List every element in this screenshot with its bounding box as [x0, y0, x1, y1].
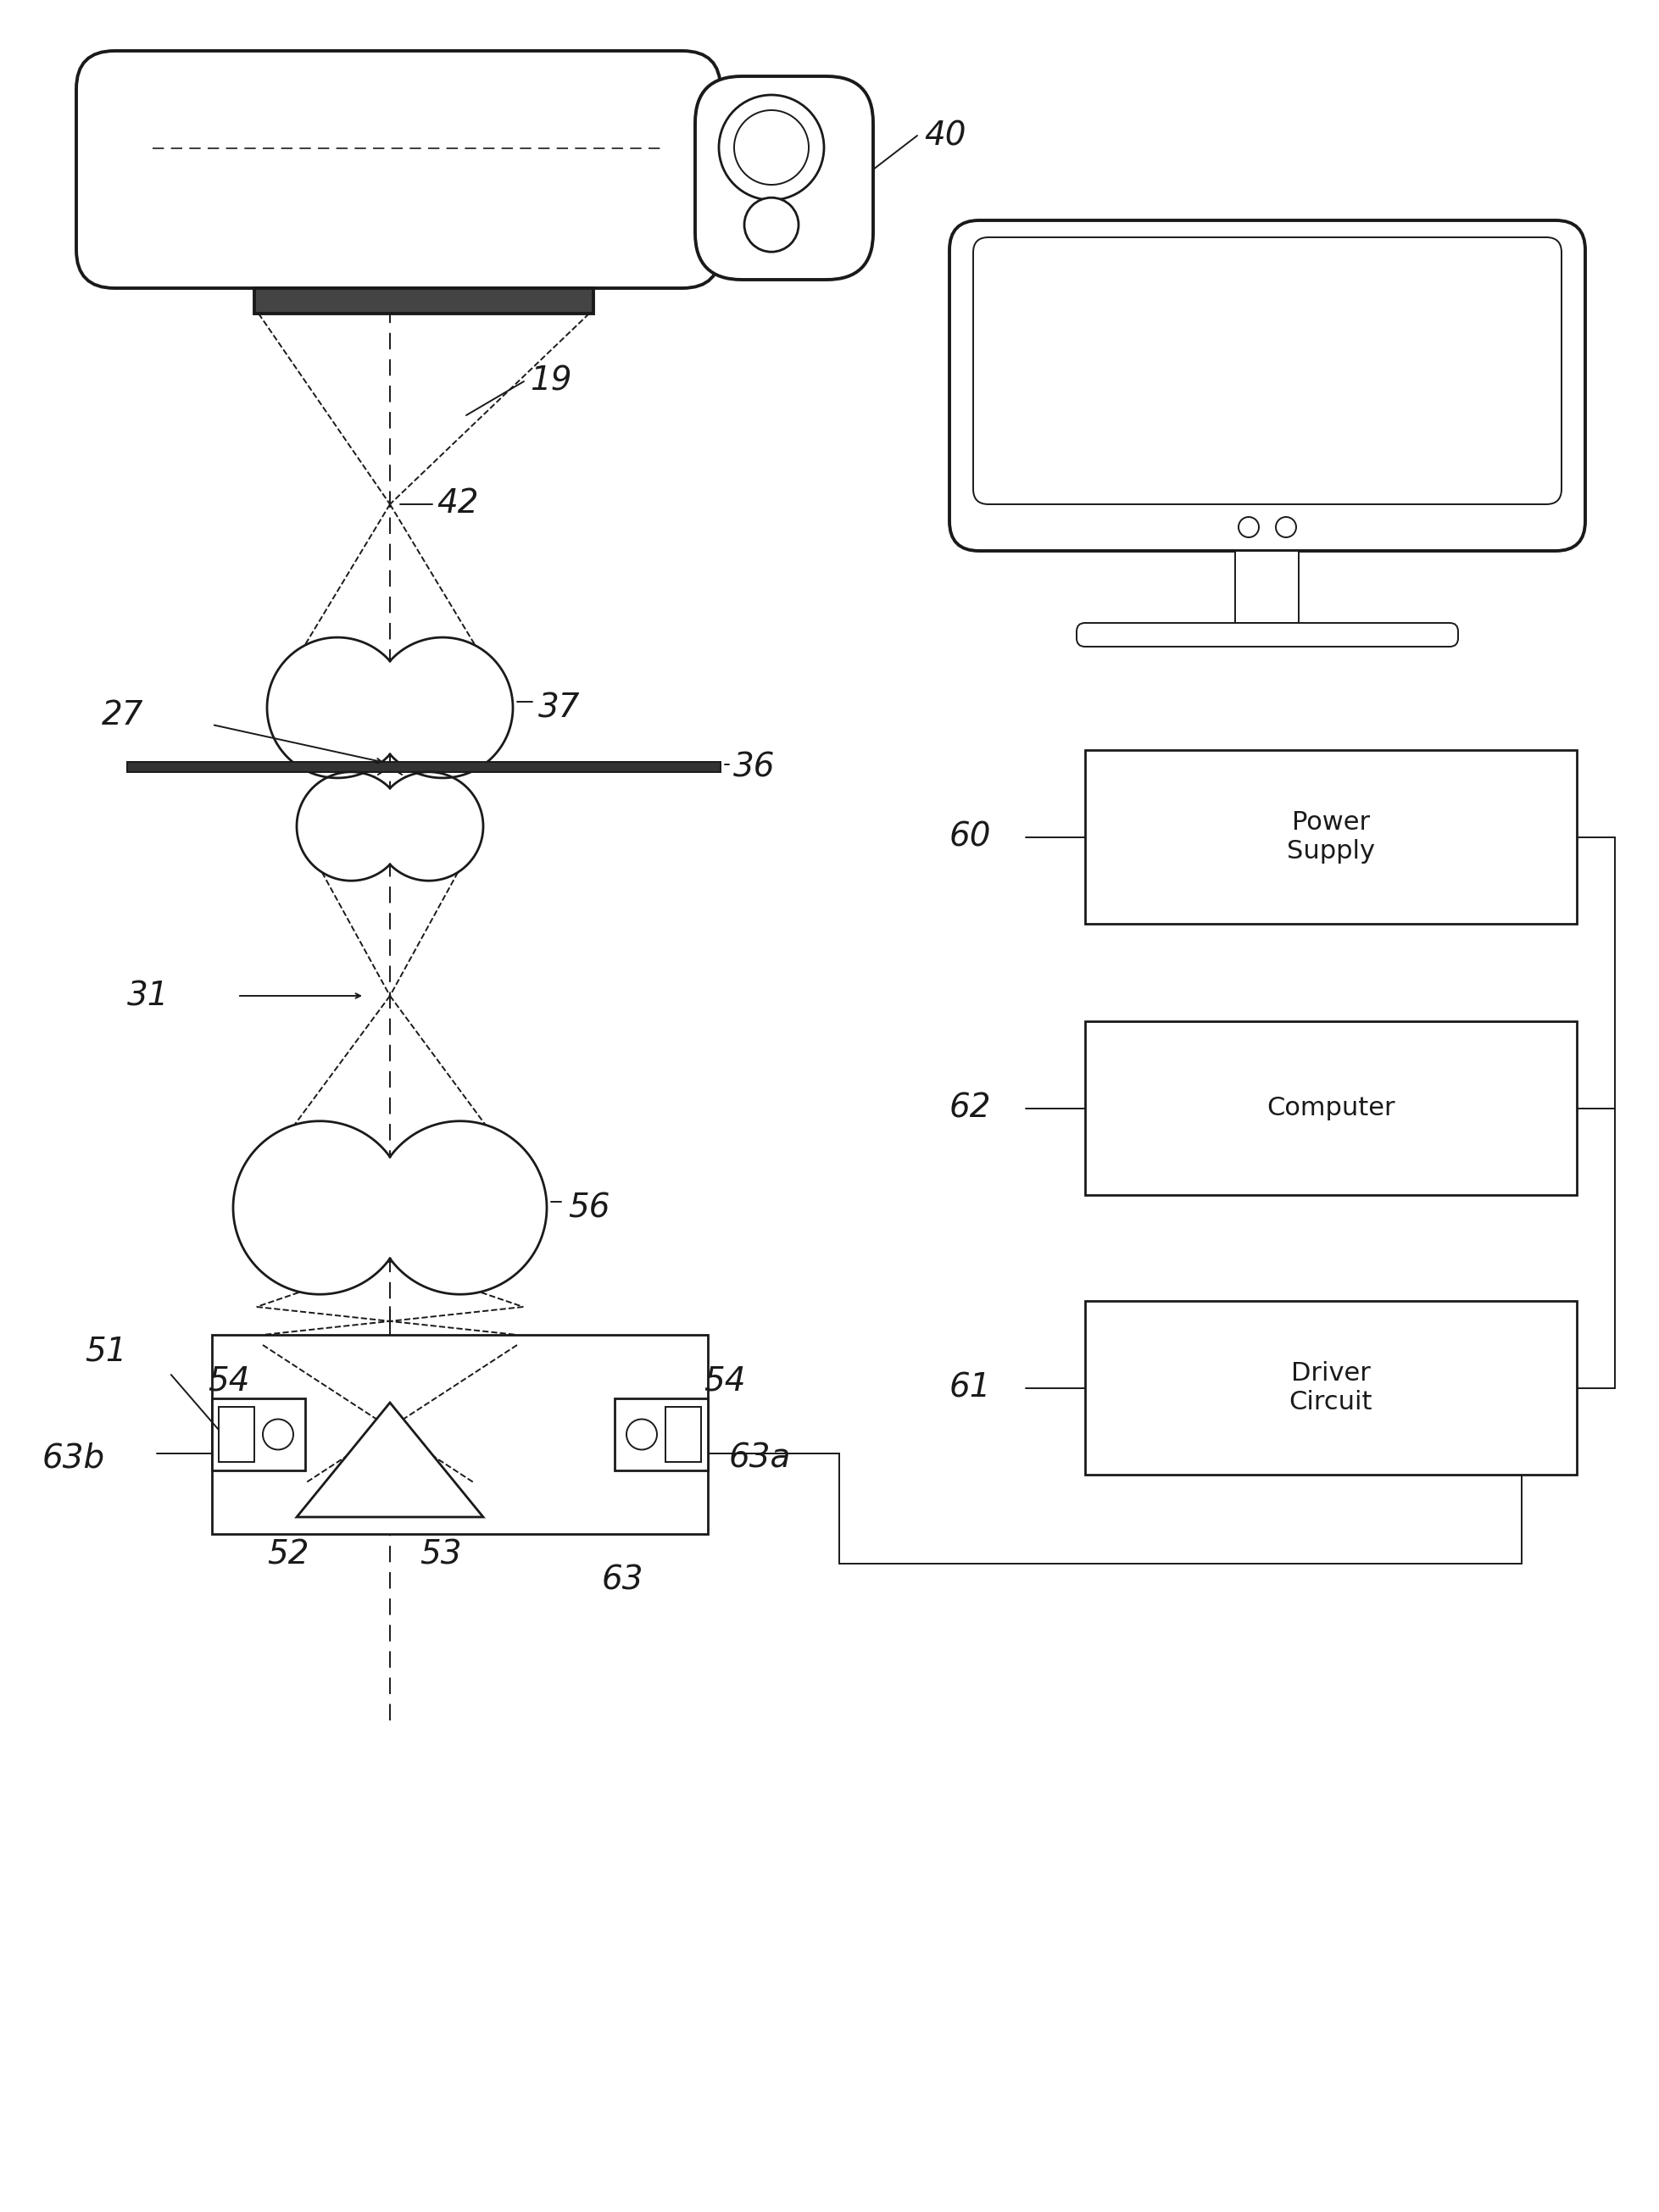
Text: 40: 40 — [924, 119, 966, 153]
Text: 63a: 63a — [728, 1442, 791, 1473]
Bar — [212, 1398, 305, 1471]
FancyBboxPatch shape — [972, 237, 1561, 504]
Text: Driver
Circuit: Driver Circuit — [1289, 1360, 1372, 1413]
Circle shape — [625, 1420, 657, 1449]
Bar — [254, 288, 594, 314]
Text: 62: 62 — [949, 1093, 990, 1124]
Text: Power
Supply: Power Supply — [1286, 810, 1374, 863]
Text: 37: 37 — [538, 692, 581, 723]
FancyBboxPatch shape — [76, 51, 720, 288]
Polygon shape — [297, 1402, 483, 1517]
Text: 54: 54 — [207, 1365, 249, 1396]
FancyBboxPatch shape — [695, 75, 873, 279]
Text: 31: 31 — [128, 980, 169, 1011]
Circle shape — [743, 197, 798, 252]
Circle shape — [718, 95, 823, 199]
Text: 53: 53 — [420, 1537, 461, 1571]
Circle shape — [262, 1420, 294, 1449]
Text: 42: 42 — [436, 487, 478, 520]
Text: 60: 60 — [949, 821, 990, 854]
Bar — [212, 1334, 707, 1533]
Text: 52: 52 — [267, 1537, 309, 1571]
Text: 56: 56 — [567, 1192, 609, 1223]
Text: 61: 61 — [949, 1371, 990, 1405]
Text: 54: 54 — [703, 1365, 745, 1396]
Circle shape — [733, 111, 808, 186]
Circle shape — [1238, 518, 1258, 538]
Text: 27: 27 — [101, 699, 144, 732]
Text: Computer: Computer — [1266, 1095, 1395, 1121]
Bar — [614, 1398, 707, 1471]
Bar — [1085, 1301, 1576, 1475]
Text: 63: 63 — [602, 1564, 644, 1595]
Bar — [665, 1407, 700, 1462]
Polygon shape — [297, 772, 483, 880]
FancyBboxPatch shape — [1077, 624, 1457, 646]
Text: 51: 51 — [85, 1334, 126, 1367]
Circle shape — [1276, 518, 1296, 538]
Text: 36: 36 — [733, 750, 775, 783]
FancyBboxPatch shape — [949, 221, 1584, 551]
Text: 63b: 63b — [43, 1442, 105, 1473]
Bar — [1085, 1022, 1576, 1194]
Polygon shape — [267, 637, 513, 779]
Bar — [1234, 551, 1299, 624]
Text: 19: 19 — [529, 365, 571, 396]
Bar — [219, 1407, 254, 1462]
Bar — [128, 761, 720, 772]
Polygon shape — [232, 1121, 546, 1294]
Bar — [1085, 750, 1576, 925]
